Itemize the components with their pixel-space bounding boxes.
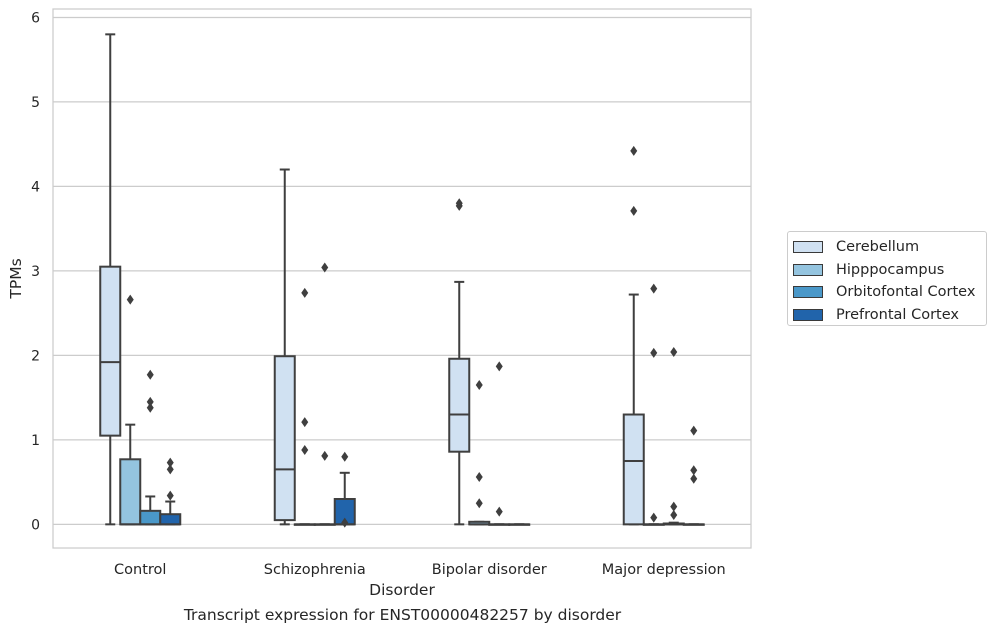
outlier-point (650, 512, 658, 523)
box-1-3 (642, 283, 665, 526)
outlier-point (166, 457, 174, 468)
outlier-point (475, 498, 483, 509)
legend-swatch-orbitofrontal (793, 286, 823, 299)
outlier-point (495, 506, 503, 517)
gridlines (53, 16, 751, 525)
outlier-point (630, 205, 638, 216)
outlier-point (341, 451, 349, 462)
outlier-point (126, 294, 134, 305)
legend-swatch-hippocampus (793, 263, 823, 276)
outlier-point (166, 464, 174, 475)
legend-item-hippocampus: Hipppocampus (793, 259, 986, 282)
y-tick-label: 6 (31, 10, 40, 26)
outlier-point (650, 347, 658, 358)
outlier-point (166, 490, 174, 501)
box-3-2 (508, 523, 531, 526)
outlier-point (301, 287, 309, 298)
box-0-1 (273, 168, 296, 526)
x-tick-label: Bipolar disorder (432, 562, 547, 578)
box-layer (99, 33, 705, 528)
outlier-point (475, 472, 483, 483)
x-tick-label: Schizophrenia (264, 562, 366, 578)
box-3-1 (333, 451, 356, 528)
outlier-point (301, 445, 309, 455)
box-body (159, 513, 182, 526)
legend-label-cerebellum: Cerebellum (836, 239, 920, 256)
box-body (622, 413, 645, 526)
outlier-point (455, 198, 463, 209)
y-tick-label: 2 (31, 348, 40, 364)
outlier-point (146, 369, 154, 380)
legend-item-prefrontal: Prefrontal Cortex (793, 304, 986, 327)
legend-item-cerebellum: Cerebellum (793, 236, 986, 259)
outlier-point (146, 396, 154, 407)
box-2-3 (662, 347, 685, 526)
box-0-0 (99, 33, 122, 526)
box-1-1 (293, 287, 316, 526)
y-tick-labels: 0 1 2 3 4 5 6 (31, 10, 40, 533)
outlier-point (670, 501, 678, 512)
box-body (99, 265, 122, 437)
outlier-point (321, 262, 329, 273)
legend-swatch-cerebellum (793, 241, 823, 254)
outlier-point (301, 417, 309, 428)
legend-item-orbitofrontal: Orbitofontal Cortex (793, 281, 986, 304)
box-2-0 (139, 369, 162, 526)
x-tick-label: Major depression (602, 562, 726, 578)
outlier-point (341, 517, 349, 528)
outlier-point (146, 402, 154, 413)
box-2-2 (488, 361, 511, 526)
outlier-point (475, 379, 483, 390)
box-3-0 (159, 457, 182, 526)
legend-label-orbitofrontal: Orbitofontal Cortex (836, 284, 976, 301)
y-tick-label: 4 (31, 179, 40, 195)
x-tick-label: Control (114, 562, 166, 578)
y-tick-label: 0 (31, 517, 40, 533)
outlier-point (321, 450, 329, 461)
legend-label-hippocampus: Hipppocampus (836, 261, 945, 278)
box-body (273, 355, 296, 522)
box-body (139, 509, 162, 526)
x-axis-label: Disorder (369, 581, 435, 599)
chart-caption: Transcript expression for ENST0000048225… (183, 606, 622, 624)
plot-frame (52, 8, 752, 549)
y-tick-label: 1 (31, 433, 40, 449)
outlier-point (670, 347, 678, 357)
outlier-point (690, 465, 698, 476)
box-1-0 (119, 294, 142, 526)
box-2-1 (313, 262, 336, 526)
legend: Cerebellum Hipppocampus Orbitofontal Cor… (787, 231, 987, 326)
y-axis-label: TPMs (7, 258, 25, 299)
box-body (119, 458, 142, 526)
legend-swatch-prefrontal (793, 308, 823, 321)
box-3-3 (682, 425, 705, 526)
outlier-point (690, 425, 698, 436)
y-tick-label: 5 (31, 95, 40, 111)
box-0-3 (622, 145, 645, 526)
legend-label-prefrontal: Prefrontal Cortex (836, 306, 959, 323)
outlier-point (650, 283, 658, 294)
outlier-point (495, 361, 503, 372)
outlier-point (670, 510, 678, 521)
box-1-2 (468, 379, 491, 526)
outlier-point (690, 473, 698, 484)
x-tick-labels: Control Schizophrenia Bipolar disorder Majo… (114, 562, 726, 578)
box-body (448, 357, 471, 453)
outlier-point (630, 145, 638, 156)
box-0-2 (448, 198, 471, 526)
y-tick-label: 3 (31, 264, 40, 280)
